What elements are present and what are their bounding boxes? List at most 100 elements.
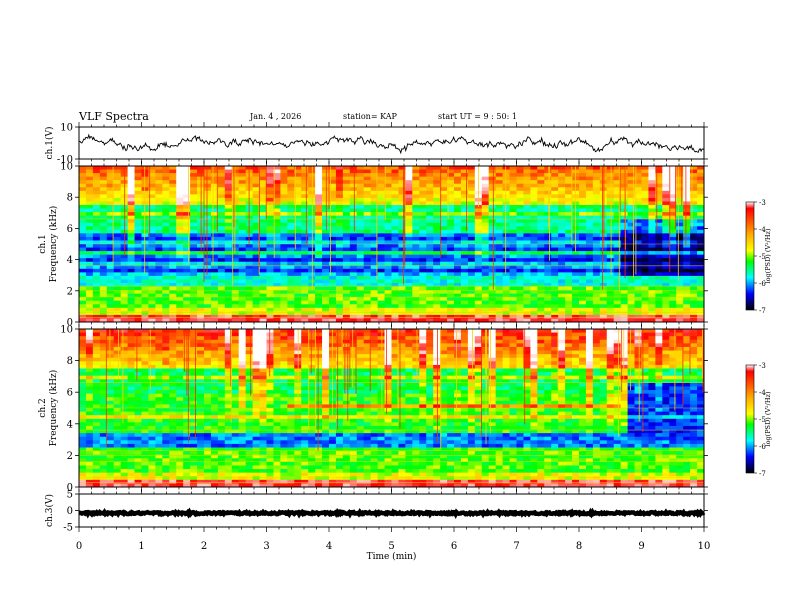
spectrogram-cell <box>210 279 219 284</box>
spectrogram-cell <box>669 180 677 185</box>
spectrogram-cell <box>155 236 163 241</box>
spectrogram-cell <box>210 368 219 373</box>
spectrogram-cell <box>169 465 177 470</box>
spectrogram-cell <box>190 483 198 488</box>
spectrogram-cell <box>162 415 170 420</box>
spectrogram-cell <box>113 265 122 270</box>
spectrogram-cell <box>113 375 122 380</box>
spectrogram-cell <box>335 169 344 174</box>
spectrogram-cell <box>197 404 205 409</box>
spectrogram-cell <box>460 290 469 295</box>
spectrogram-cell <box>669 268 677 273</box>
spectrogram-cell <box>384 279 392 284</box>
spectrogram-cell <box>565 212 573 217</box>
spectrogram-cell <box>384 212 392 217</box>
spectrogram-cell <box>648 251 656 256</box>
spectrogram-cell <box>634 180 642 185</box>
spectrogram-cell <box>537 166 545 170</box>
spectrogram-cell <box>523 176 531 181</box>
spectrogram-cell <box>627 283 635 287</box>
spectrogram-cell <box>169 411 177 416</box>
spectrogram-cell <box>217 418 226 423</box>
spectrogram-cell <box>398 194 406 199</box>
spectrogram-cell <box>155 283 163 287</box>
spectrogram-cell <box>99 425 108 430</box>
spectrogram-cell <box>85 261 94 266</box>
spectrogram-cell <box>148 350 156 355</box>
spectrogram-cell <box>176 479 184 484</box>
spectrogram-cell <box>342 212 351 217</box>
spectrogram-cell <box>405 222 413 227</box>
spectrogram-cell <box>488 290 497 295</box>
spectrogram-cell <box>613 212 622 217</box>
spectrogram-cell <box>551 173 559 178</box>
spectrogram-cell <box>169 425 177 430</box>
spectrogram-cell <box>544 304 552 309</box>
spectrogram-cell <box>92 187 101 192</box>
spectrogram-cell <box>544 183 552 188</box>
spectrogram-cell <box>509 258 517 263</box>
spectrogram-cell <box>606 268 615 273</box>
spectrogram-cell <box>190 226 198 231</box>
spectrogram-cell <box>329 222 337 227</box>
spectrogram-cell <box>259 183 267 188</box>
spectrogram-cell <box>106 346 115 351</box>
spectrogram-cell <box>634 233 642 238</box>
spectrogram-cell <box>106 440 115 445</box>
spectrogram-cell <box>155 469 163 474</box>
spectrogram-cell <box>648 226 656 231</box>
spectrogram-cell <box>398 212 406 217</box>
spectrogram-cell <box>676 286 684 291</box>
spectrogram-cell <box>127 254 135 259</box>
spectrogram-cell <box>294 258 302 263</box>
spectrogram-cell <box>134 236 142 241</box>
spectrogram-cell <box>92 447 101 452</box>
spectrogram-cell <box>683 201 691 206</box>
spectrogram-cell <box>558 205 566 209</box>
spectrogram-cell <box>558 297 566 302</box>
spectrogram-cell <box>92 357 101 362</box>
spectrogram-cell <box>190 343 198 348</box>
spectrogram-cell <box>120 422 129 427</box>
spectrogram-cell <box>481 268 490 273</box>
spectrogram-cell <box>488 297 497 302</box>
spectrogram-cell <box>113 354 122 359</box>
spectrogram-cell <box>606 304 615 309</box>
spectrogram-cell <box>210 422 219 427</box>
spectrogram-cell <box>523 318 531 323</box>
spectrogram-cell <box>106 429 115 434</box>
spectrogram-cell <box>377 205 385 209</box>
spectrogram-cell <box>572 307 580 312</box>
spectrogram-cell <box>92 465 101 470</box>
spectrogram-cell <box>537 254 545 259</box>
spectrogram-cell <box>697 258 705 263</box>
spectrogram-cell <box>183 173 191 178</box>
spectrogram-cell <box>287 311 295 316</box>
spectrogram-cell <box>141 404 149 409</box>
spectrogram-cell <box>141 469 149 474</box>
spectrogram-cell <box>148 354 156 359</box>
spectrogram-cell <box>412 258 420 263</box>
spectrogram-cell <box>585 290 594 295</box>
spectrogram-cell <box>176 233 184 238</box>
spectrogram-cell <box>280 247 288 252</box>
spectrogram-cell <box>648 311 656 316</box>
spectrogram-cell <box>377 311 385 316</box>
spectrogram-cell <box>141 476 149 481</box>
spectrogram-cell <box>523 183 531 188</box>
spectrogram-cell <box>481 222 490 227</box>
spectrogram-cell <box>613 265 622 270</box>
spectrogram-cell <box>217 397 226 402</box>
spectrogram-cell <box>544 190 552 195</box>
spectrogram-cell <box>141 447 149 452</box>
spectrogram-cell <box>169 311 177 316</box>
spectrogram-cell <box>690 275 698 280</box>
spectrogram-cell <box>197 293 205 298</box>
spectrogram-cell <box>301 190 309 195</box>
spectrogram-cell <box>335 261 344 266</box>
spectrogram-cell <box>565 244 573 248</box>
spectrogram-cell <box>204 215 212 220</box>
spectrogram-cell <box>127 201 135 206</box>
spectrogram-cell <box>197 329 205 333</box>
spectrogram-cell <box>224 183 233 188</box>
